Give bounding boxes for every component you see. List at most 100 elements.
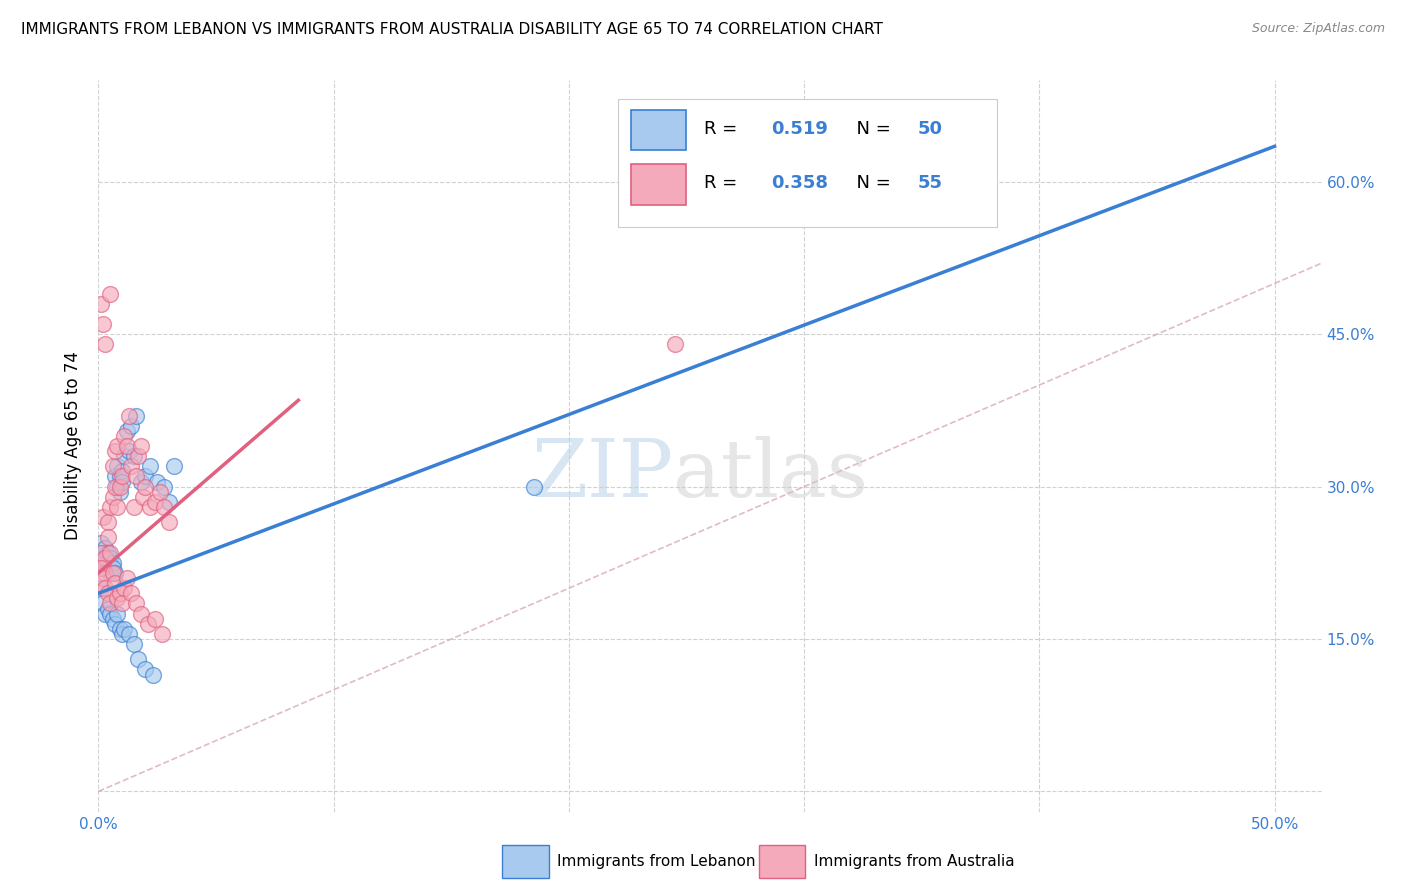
Point xyxy=(108,586,131,600)
Point xyxy=(98,546,121,560)
Point xyxy=(97,561,120,575)
Point xyxy=(105,591,128,606)
Point xyxy=(91,510,114,524)
Point xyxy=(664,337,686,351)
Point xyxy=(94,541,117,555)
Text: 0.519: 0.519 xyxy=(772,120,828,138)
Text: Immigrants from Lebanon: Immigrants from Lebanon xyxy=(557,854,755,869)
Point xyxy=(94,337,117,351)
Point xyxy=(115,571,138,585)
Point xyxy=(125,469,148,483)
Point xyxy=(120,586,142,600)
Point xyxy=(108,622,131,636)
Bar xyxy=(630,164,686,204)
Point xyxy=(132,490,155,504)
Point xyxy=(101,566,124,580)
Point xyxy=(149,484,172,499)
Point xyxy=(134,469,156,483)
Point xyxy=(112,449,135,463)
Point xyxy=(108,469,131,483)
Point xyxy=(97,586,120,600)
Point xyxy=(98,286,121,301)
Point xyxy=(105,500,128,514)
Point xyxy=(150,627,173,641)
Bar xyxy=(502,845,548,878)
Point xyxy=(163,459,186,474)
Point xyxy=(115,424,138,438)
Text: 55: 55 xyxy=(918,174,943,192)
Point xyxy=(139,459,162,474)
Point xyxy=(91,597,114,611)
Point xyxy=(105,439,128,453)
Text: N =: N = xyxy=(845,174,896,192)
Text: R =: R = xyxy=(704,174,742,192)
Point xyxy=(104,469,127,483)
Point xyxy=(97,546,120,560)
Text: 0.358: 0.358 xyxy=(772,174,828,192)
Point xyxy=(90,535,112,549)
Point xyxy=(101,490,124,504)
Point xyxy=(108,480,131,494)
Point xyxy=(523,480,546,494)
Point xyxy=(134,480,156,494)
Text: Source: ZipAtlas.com: Source: ZipAtlas.com xyxy=(1251,22,1385,36)
Point xyxy=(127,449,149,463)
Y-axis label: Disability Age 65 to 74: Disability Age 65 to 74 xyxy=(65,351,83,541)
Point xyxy=(112,622,135,636)
Point xyxy=(94,550,117,565)
Point xyxy=(129,439,152,453)
Point xyxy=(104,444,127,458)
Point xyxy=(105,480,128,494)
Point xyxy=(90,297,112,311)
Point xyxy=(101,459,124,474)
Text: R =: R = xyxy=(704,120,742,138)
Point xyxy=(111,464,134,478)
Point xyxy=(139,500,162,514)
Point xyxy=(101,556,124,570)
Point xyxy=(108,484,131,499)
Point xyxy=(104,566,127,580)
Point xyxy=(98,597,121,611)
Text: 50: 50 xyxy=(918,120,943,138)
FancyBboxPatch shape xyxy=(619,99,997,227)
Point xyxy=(153,500,176,514)
Point xyxy=(136,616,159,631)
Point xyxy=(97,530,120,544)
Text: ZIP: ZIP xyxy=(531,436,673,515)
Point xyxy=(94,607,117,621)
Point xyxy=(90,561,112,575)
Point xyxy=(157,495,180,509)
Point xyxy=(97,601,120,615)
Point xyxy=(101,612,124,626)
Point xyxy=(127,652,149,666)
Point xyxy=(111,475,134,489)
Point xyxy=(141,667,163,681)
Point xyxy=(91,571,114,585)
Point xyxy=(146,475,169,489)
Point xyxy=(129,607,152,621)
Point xyxy=(134,663,156,677)
Point xyxy=(957,139,980,153)
Point xyxy=(91,317,114,331)
Point xyxy=(98,566,121,580)
Point xyxy=(111,469,134,483)
Point xyxy=(94,581,117,595)
Text: N =: N = xyxy=(845,120,896,138)
Point xyxy=(122,449,145,463)
Text: IMMIGRANTS FROM LEBANON VS IMMIGRANTS FROM AUSTRALIA DISABILITY AGE 65 TO 74 COR: IMMIGRANTS FROM LEBANON VS IMMIGRANTS FR… xyxy=(21,22,883,37)
Point xyxy=(125,597,148,611)
Point xyxy=(143,495,166,509)
Point xyxy=(129,475,152,489)
Point xyxy=(125,409,148,423)
Point xyxy=(94,556,117,570)
Point xyxy=(120,418,142,433)
Point xyxy=(118,444,141,458)
Point xyxy=(112,429,135,443)
Point xyxy=(118,627,141,641)
Point xyxy=(91,546,114,560)
Point xyxy=(120,459,142,474)
Point xyxy=(115,439,138,453)
Point xyxy=(118,409,141,423)
Point xyxy=(105,459,128,474)
Point xyxy=(98,550,121,565)
